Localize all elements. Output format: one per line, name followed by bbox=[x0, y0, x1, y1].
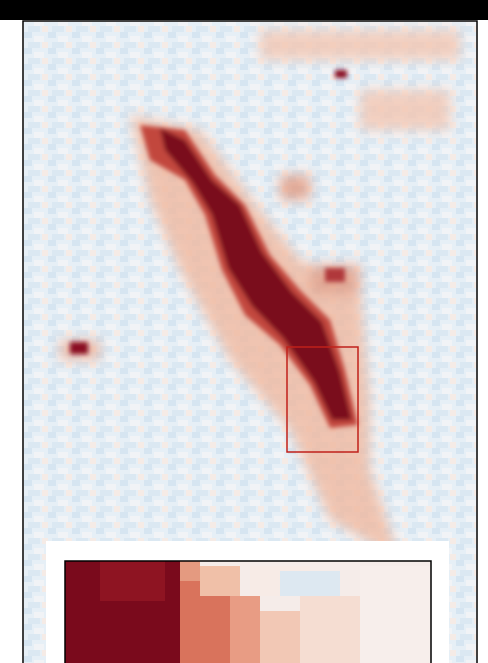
inset-border bbox=[64, 560, 432, 663]
image-border bbox=[22, 20, 478, 663]
top-bar bbox=[0, 0, 488, 20]
zoom-region bbox=[286, 346, 359, 453]
inset-heatmap bbox=[65, 561, 431, 663]
